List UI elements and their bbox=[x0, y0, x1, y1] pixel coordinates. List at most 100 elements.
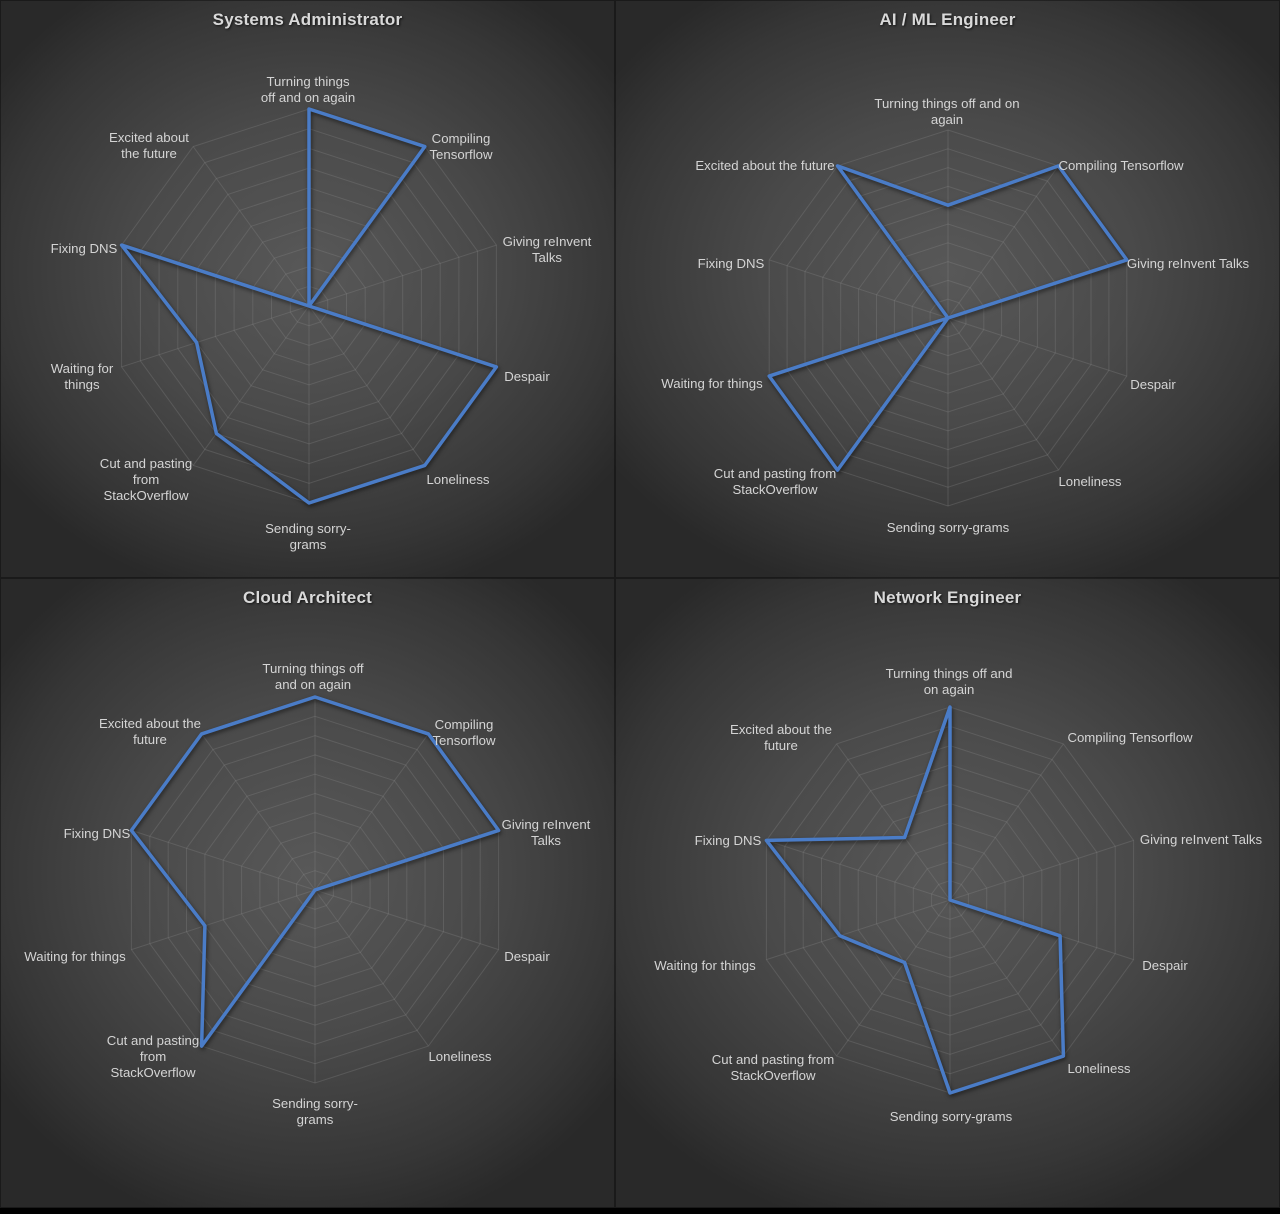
axis-label: Cut and pasting from StackOverflow bbox=[714, 466, 836, 497]
axis-spoke bbox=[308, 244, 497, 307]
chart-title: Network Engineer bbox=[873, 588, 1022, 607]
data-series-polygon bbox=[767, 164, 1129, 472]
axis-label: Giving reInvent Talks bbox=[502, 817, 591, 848]
axis-spoke bbox=[769, 259, 949, 319]
chart-title: Cloud Architect bbox=[243, 588, 372, 607]
axis-label: Turning things off and on again bbox=[262, 661, 364, 692]
radar-chart-cloud-architect: Cloud Architect Turning things off and on… bbox=[0, 578, 615, 1208]
grid-ring bbox=[876, 822, 1024, 978]
axis-spoke bbox=[308, 305, 426, 466]
axis-label: Sending sorry-grams bbox=[265, 521, 351, 552]
axis-label: Compiling Tensorflow bbox=[432, 717, 496, 748]
axis-label: Turning things off and on again bbox=[886, 666, 1013, 697]
grid-ring bbox=[277, 850, 353, 930]
axis-label: Fixing DNS bbox=[695, 833, 762, 848]
grid-ring bbox=[241, 812, 389, 968]
radar-chart-systems-administrator: Systems Administrator Turning things off … bbox=[0, 0, 615, 578]
grid-ring bbox=[822, 185, 1074, 451]
axis-spoke bbox=[947, 165, 1059, 319]
axis-spoke bbox=[121, 305, 310, 368]
axis-label: Compiling Tensorflow bbox=[1067, 730, 1193, 745]
grid-ring bbox=[259, 831, 371, 949]
axis-spoke bbox=[192, 305, 310, 466]
axis-spoke bbox=[947, 317, 1127, 377]
axis-label: Despair bbox=[1142, 958, 1188, 973]
axis-spoke bbox=[949, 899, 1064, 1057]
axis-label: Loneliness bbox=[428, 1049, 491, 1064]
chart-title: Systems Administrator bbox=[212, 10, 403, 29]
data-series-polygon bbox=[129, 695, 501, 1048]
axis-label: Loneliness bbox=[1067, 1061, 1130, 1076]
axis-label: Waiting for things bbox=[24, 949, 126, 964]
axis-spoke bbox=[131, 829, 316, 891]
radar-chart-ai-ml-engineer: AI / ML Engineer Turning things off and … bbox=[615, 0, 1280, 578]
grid-ring bbox=[158, 147, 460, 465]
axis-label: Giving reInvent Talks bbox=[1127, 256, 1250, 271]
axis-label: Despair bbox=[504, 369, 550, 384]
axis-label: Excited about the future bbox=[99, 716, 201, 747]
axis-label: Fixing DNS bbox=[64, 826, 131, 841]
grid-ring bbox=[840, 204, 1056, 432]
grid-ring bbox=[214, 206, 404, 406]
axis-spoke bbox=[201, 733, 316, 891]
axis-label: Cut and pasting from StackOverflow bbox=[107, 1033, 199, 1080]
axis-label: Sending sorry-grams bbox=[887, 520, 1010, 535]
radar-plot-area: Turning things off and on again Compiling … bbox=[654, 666, 1263, 1124]
grid-ring bbox=[177, 167, 441, 445]
axis-label: Fixing DNS bbox=[51, 241, 118, 256]
grid-ring bbox=[204, 773, 426, 1007]
axis-label: Excited about the future bbox=[730, 722, 832, 753]
axis-label: Excited about the future bbox=[695, 158, 834, 173]
grid-ring bbox=[931, 880, 969, 920]
axis-label: Excited about the future bbox=[109, 130, 189, 161]
axis-label: Giving reInvent Talks bbox=[503, 234, 592, 265]
grid-ring bbox=[786, 148, 1110, 488]
grid-ring bbox=[821, 764, 1079, 1036]
axis-spoke bbox=[314, 889, 429, 1047]
grid-ring bbox=[222, 792, 408, 988]
grid-ring bbox=[784, 725, 1116, 1075]
grid-ring bbox=[858, 223, 1038, 413]
axis-label: Compiling Tensorflow bbox=[429, 131, 493, 162]
grid-ring bbox=[929, 298, 967, 338]
grid-ring bbox=[876, 242, 1020, 394]
data-series-polygon bbox=[764, 705, 1066, 1095]
axis-spoke bbox=[766, 899, 951, 961]
axis-label: Waiting for things bbox=[654, 958, 756, 973]
grid-ring bbox=[252, 246, 366, 366]
axis-label: Sending sorry-grams bbox=[890, 1109, 1013, 1124]
grid-ring bbox=[271, 266, 347, 346]
axis-spoke bbox=[949, 743, 1064, 901]
radar-plot-area: Turning things off and on again Compiling … bbox=[661, 96, 1250, 535]
grid-ring bbox=[289, 285, 329, 327]
grid-ring bbox=[911, 279, 985, 357]
axis-spoke bbox=[314, 733, 429, 891]
grid-ring bbox=[196, 187, 422, 425]
grid-ring bbox=[167, 735, 463, 1045]
radar-chart-network-engineer: Network Engineer Turning things off and o… bbox=[615, 578, 1280, 1208]
grid-ring bbox=[857, 802, 1043, 998]
axis-spoke bbox=[766, 839, 951, 901]
axis-label: Despair bbox=[504, 949, 550, 964]
axis-spoke bbox=[947, 317, 1059, 471]
axis-label: Waiting for things bbox=[661, 376, 763, 391]
axis-label: Loneliness bbox=[426, 472, 489, 487]
data-series-polygon bbox=[119, 107, 499, 505]
axis-label: Compiling Tensorflow bbox=[1058, 158, 1184, 173]
grid-ring bbox=[839, 783, 1061, 1017]
axis-label: Sending sorry-grams bbox=[272, 1096, 358, 1127]
axis-label: Giving reInvent Talks bbox=[1140, 832, 1263, 847]
axis-spoke bbox=[836, 743, 951, 901]
axis-spoke bbox=[949, 839, 1134, 901]
axis-label: Turning things off and on again bbox=[261, 74, 355, 105]
axis-spoke bbox=[192, 146, 310, 307]
grid-ring bbox=[804, 167, 1092, 469]
axis-label: Despair bbox=[1130, 377, 1176, 392]
axis-label: Turning things off and on again bbox=[874, 96, 1019, 127]
grid-ring bbox=[149, 715, 481, 1065]
axis-spoke bbox=[314, 889, 499, 951]
axis-label: Waiting for things bbox=[51, 361, 114, 392]
grid-ring bbox=[802, 745, 1098, 1055]
radar-plot-area: Turning things off and on again Compiling T… bbox=[51, 74, 592, 552]
